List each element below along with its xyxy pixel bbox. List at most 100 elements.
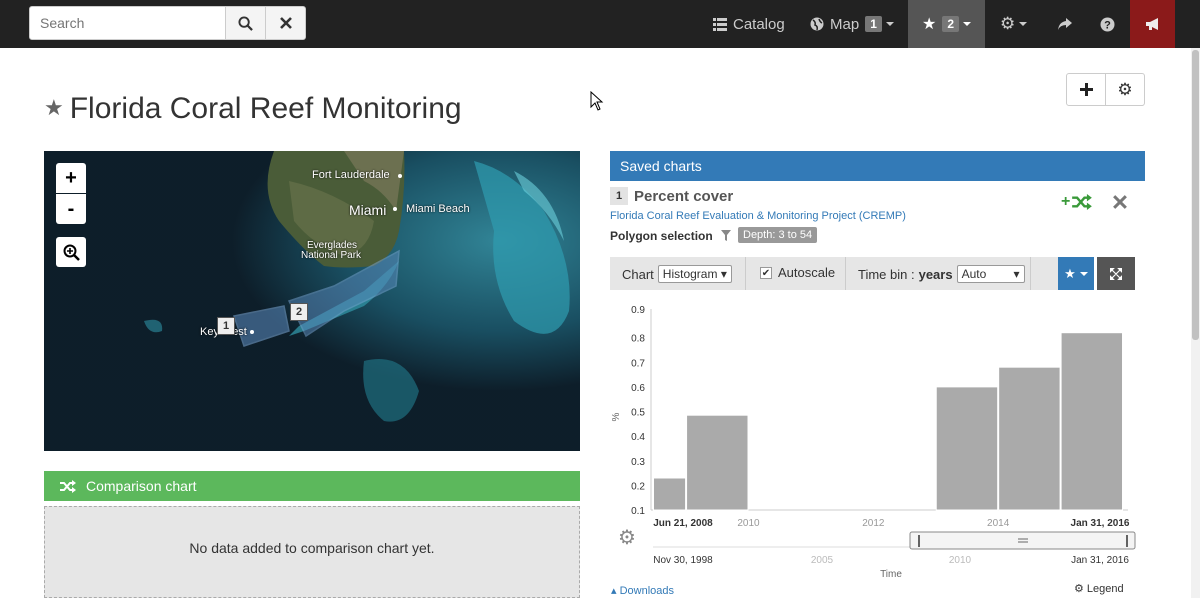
map-label: Map xyxy=(830,15,860,33)
histogram-bar xyxy=(653,477,687,511)
navigator-tick-label: Jan 31, 2016 xyxy=(1071,555,1129,566)
legend-button[interactable]: ⚙ Legend xyxy=(1074,583,1124,595)
source-link[interactable]: Florida Coral Reef Evaluation & Monitori… xyxy=(610,210,906,222)
favorites-nav[interactable]: ★ 2 xyxy=(908,0,985,48)
downloads-label: Downloads xyxy=(619,585,674,597)
gear-icon: ⚙ xyxy=(1117,79,1133,99)
favorite-chart-button[interactable]: ★ xyxy=(1058,257,1094,290)
zoom-out-button[interactable]: - xyxy=(56,194,86,224)
zoom-box-button[interactable] xyxy=(56,237,86,267)
filter-icon xyxy=(721,230,731,241)
favorites-count-badge: 2 xyxy=(942,16,960,32)
selection-label: Polygon selection xyxy=(610,229,713,243)
close-icon xyxy=(279,17,292,29)
histogram-bar xyxy=(686,414,749,511)
autoscale-checkbox[interactable]: ✔ xyxy=(760,266,772,279)
map-label-national-park: National Park xyxy=(301,250,362,261)
comparison-empty-text: No data added to comparison chart yet. xyxy=(189,540,435,556)
page-settings-button[interactable]: ⚙ xyxy=(1105,73,1145,106)
search-icon xyxy=(238,15,253,31)
help-nav[interactable]: ? xyxy=(1100,0,1115,48)
navigator-tick-label: 2005 xyxy=(811,555,834,566)
chart-type-select[interactable]: Histogram ▾ xyxy=(657,265,732,283)
close-icon[interactable] xyxy=(1113,195,1127,209)
histogram-bar xyxy=(935,386,999,511)
saved-charts-header[interactable]: Saved charts xyxy=(610,151,1145,181)
x-tick-label: Jun 21, 2008 xyxy=(653,518,713,529)
settings-nav[interactable]: ⚙ xyxy=(1000,0,1028,48)
shuffle-icon xyxy=(60,479,76,493)
search-input[interactable] xyxy=(29,6,226,40)
page-title: ★ Florida Coral Reef Monitoring xyxy=(44,92,462,126)
catalog-label: Catalog xyxy=(733,15,785,33)
timebin-label: Time bin : xyxy=(858,266,915,282)
map-marker-2[interactable]: 2 xyxy=(290,303,308,321)
chevron-down-icon xyxy=(1079,271,1088,276)
map-nav[interactable]: Map 1 xyxy=(810,0,894,48)
downloads-link[interactable]: ▴ Downloads xyxy=(611,585,674,597)
bullhorn-icon xyxy=(1145,18,1158,30)
shuffle-icon xyxy=(1072,194,1093,210)
y-tick-label: 0.3 xyxy=(631,457,645,468)
star-icon[interactable]: ★ xyxy=(44,95,64,120)
y-tick-label: 0.2 xyxy=(631,481,645,492)
chart-type-label: Chart xyxy=(622,266,654,282)
y-axis-label: % xyxy=(611,412,622,421)
scrollbar-thumb[interactable] xyxy=(1192,50,1199,340)
plus-icon: + xyxy=(1061,193,1071,210)
navigator-tick-label: 2010 xyxy=(949,555,972,566)
chart-title: Percent cover xyxy=(634,188,734,205)
top-navbar: Catalog Map 1 ★ 2 ⚙ ? xyxy=(0,0,1200,48)
y-tick-label: 0.5 xyxy=(631,408,645,419)
announcements-nav[interactable] xyxy=(1130,0,1175,48)
globe-icon xyxy=(810,17,824,31)
saved-charts-title: Saved charts xyxy=(620,158,702,174)
add-to-comparison-button[interactable]: + xyxy=(1061,193,1093,211)
histogram-bar xyxy=(998,366,1061,511)
autoscale-label: Autoscale xyxy=(778,265,836,280)
star-icon: ★ xyxy=(921,16,937,33)
satellite-map xyxy=(44,151,580,451)
x-tick-label: Jan 31, 2016 xyxy=(1071,518,1130,529)
fullscreen-button[interactable] xyxy=(1097,257,1135,290)
plus-icon xyxy=(1079,83,1093,96)
svg-text:?: ? xyxy=(1104,19,1111,31)
x-tick-label: 2010 xyxy=(737,518,760,529)
scrollbar-track[interactable] xyxy=(1191,48,1200,598)
map-marker-1[interactable]: 1 xyxy=(217,317,235,335)
legend-label: Legend xyxy=(1086,583,1124,595)
chevron-down-icon xyxy=(885,22,894,26)
zoom-in-button[interactable]: + xyxy=(56,163,86,193)
y-tick-label: 0.6 xyxy=(631,383,645,394)
search-button[interactable] xyxy=(225,6,266,40)
y-tick-label: 0.1 xyxy=(631,506,645,517)
percent-cover-chart[interactable]: 0.9 0.8 0.7 0.6 0.5 0.4 0.3 0.2 0.1% Jun 21, 2008… xyxy=(600,295,1145,585)
timebin-value: Auto xyxy=(961,267,987,281)
timebin-select[interactable]: Auto ▾ xyxy=(956,265,1025,283)
timebin-unit: years xyxy=(918,266,953,282)
map-label-fort-lauderdale: Fort Lauderdale xyxy=(312,169,390,181)
comparison-chart-title: Comparison chart xyxy=(86,478,197,494)
clear-search-button[interactable] xyxy=(265,6,306,40)
chart-type-value: Histogram xyxy=(662,267,718,281)
histogram-bar xyxy=(1060,332,1124,511)
map-view[interactable]: Fort Lauderdale Miami Miami Beach Evergl… xyxy=(44,151,580,451)
chevron-down-icon xyxy=(1019,22,1028,26)
catalog-nav[interactable]: Catalog xyxy=(713,0,785,48)
help-icon: ? xyxy=(1100,17,1115,31)
navigator-tick-label: Nov 30, 1998 xyxy=(653,555,713,566)
expand-icon xyxy=(1110,267,1122,280)
y-tick-label: 0.7 xyxy=(631,358,645,369)
comparison-chart-header[interactable]: Comparison chart xyxy=(44,471,580,501)
navigator-window xyxy=(909,531,1136,550)
x-tick-label: 2014 xyxy=(987,518,1010,529)
page-title-text: Florida Coral Reef Monitoring xyxy=(69,92,462,125)
chart-settings-button[interactable]: ⚙ xyxy=(618,527,636,549)
map-label-miami: Miami xyxy=(349,202,387,218)
share-icon xyxy=(1058,18,1072,30)
chevron-down-icon xyxy=(963,22,972,26)
chart-index-badge: 1 xyxy=(610,187,628,205)
map-count-badge: 1 xyxy=(865,16,882,32)
add-button[interactable] xyxy=(1066,73,1106,106)
share-nav[interactable] xyxy=(1057,0,1073,48)
